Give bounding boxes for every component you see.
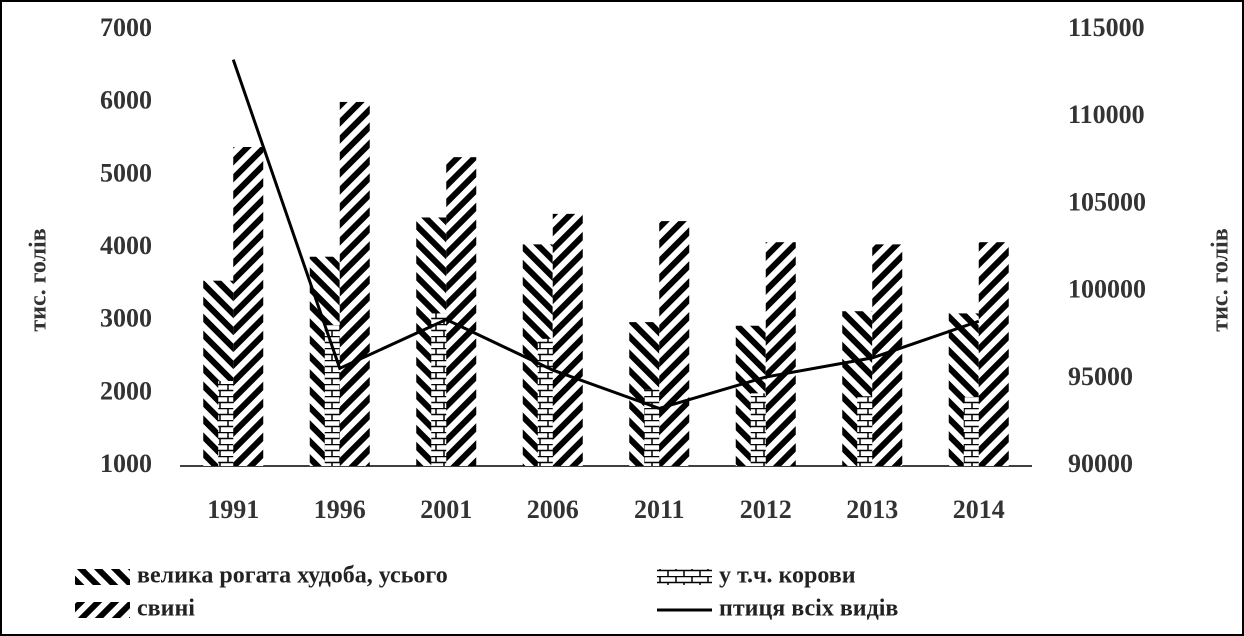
- y-tick-label: 5000: [100, 158, 152, 187]
- y-tick-label: 4000: [100, 231, 152, 260]
- y2-axis-label: тис. голів: [1208, 228, 1234, 331]
- y-tick-label: 7000: [100, 13, 152, 42]
- bar: [339, 101, 370, 466]
- bar: [552, 213, 583, 466]
- y2-tick-label: 110000: [1068, 100, 1145, 129]
- y2-tick-label: 95000: [1068, 362, 1133, 391]
- y-tick-label: 2000: [100, 376, 152, 405]
- line: [231, 59, 980, 411]
- legend-label: свині: [137, 596, 195, 622]
- x-tick-label: 2013: [846, 495, 898, 524]
- x-tick-label: 1996: [314, 495, 366, 524]
- bar: [659, 221, 690, 466]
- legend-swatch: [75, 569, 130, 585]
- legend-label: птиця всіх видів: [719, 596, 898, 622]
- x-tick-label: 2011: [634, 495, 685, 524]
- y2-tick-label: 90000: [1068, 449, 1133, 478]
- legend-swatch: [657, 569, 712, 585]
- legend-label: у т.ч. корови: [719, 563, 856, 589]
- x-tick-label: 2006: [527, 495, 579, 524]
- x-tick-label: 2014: [953, 495, 1005, 524]
- y-axis-label: тис. голів: [26, 228, 52, 331]
- legend-swatch: [75, 602, 130, 618]
- y2-tick-label: 115000: [1068, 13, 1145, 42]
- x-tick-label: 2012: [740, 495, 792, 524]
- y2-tick-label: 100000: [1068, 275, 1146, 304]
- x-tick-label: 1991: [207, 495, 259, 524]
- bar: [446, 157, 477, 466]
- bar: [233, 146, 264, 466]
- y2-tick-label: 105000: [1068, 187, 1146, 216]
- y-tick-label: 3000: [100, 304, 152, 333]
- x-tick-label: 2001: [420, 495, 472, 524]
- y-tick-label: 1000: [100, 449, 152, 478]
- legend-label: велика рогата худоба, усього: [137, 563, 448, 589]
- y-tick-label: 6000: [100, 86, 152, 115]
- bar: [978, 242, 1009, 466]
- bar: [765, 242, 796, 466]
